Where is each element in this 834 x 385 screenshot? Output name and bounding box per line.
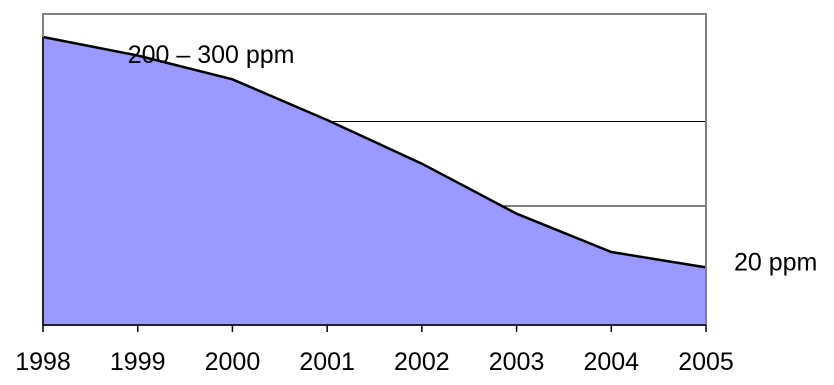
x-tick-label-2003: 2003 <box>489 348 545 376</box>
x-axis-ticks <box>42 325 707 332</box>
x-tick-label-2001: 2001 <box>299 348 355 376</box>
x-tick-label-2004: 2004 <box>583 348 639 376</box>
annotation-start-range: 200 – 300 ppm <box>128 41 295 69</box>
x-tick-label-1998: 1998 <box>15 348 71 376</box>
area-series <box>43 37 706 325</box>
area-series-outline <box>42 35 707 269</box>
x-axis-tick-labels: 1998 1999 2000 2001 2002 2003 2004 2005 <box>15 348 734 376</box>
x-tick-label-2005: 2005 <box>678 348 734 376</box>
annotation-end-value: 20 ppm <box>734 248 817 276</box>
x-tick-label-2002: 2002 <box>394 348 450 376</box>
x-tick-label-2000: 2000 <box>205 348 261 376</box>
x-tick-label-1999: 1999 <box>110 348 166 376</box>
